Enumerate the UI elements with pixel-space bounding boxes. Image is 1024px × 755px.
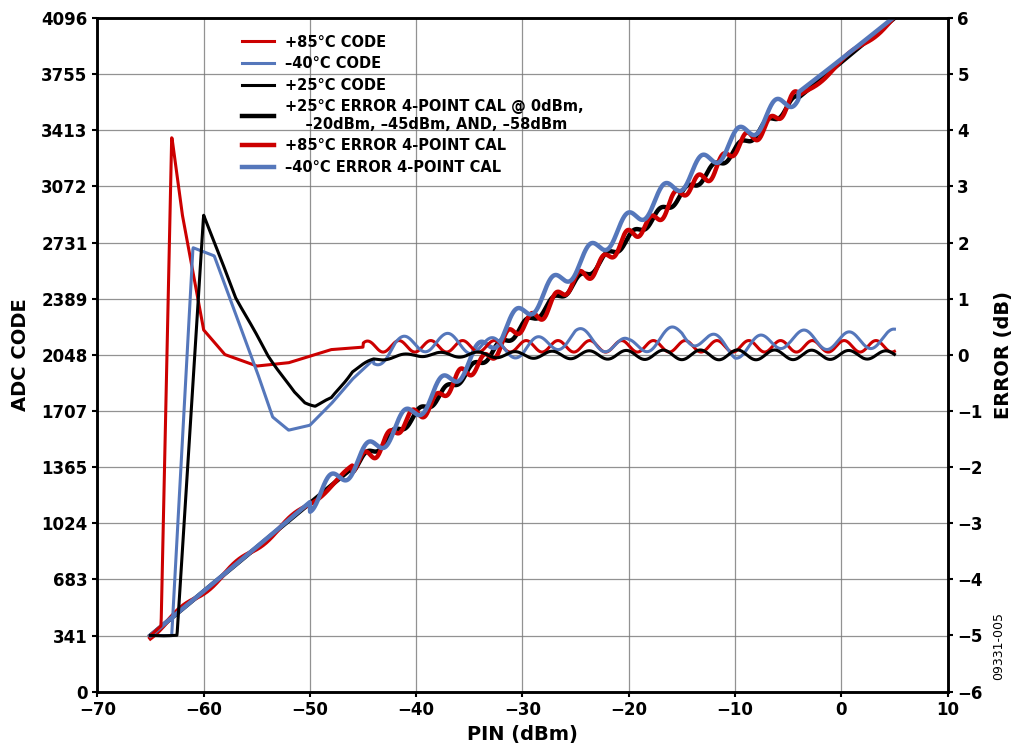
Y-axis label: ERROR (dB): ERROR (dB) [994, 291, 1013, 419]
Y-axis label: ADC CODE: ADC CODE [11, 298, 30, 411]
Legend: +85°C CODE, –40°C CODE, +25°C CODE, +25°C ERROR 4-POINT CAL @ 0dBm,
    –20dBm, : +85°C CODE, –40°C CODE, +25°C CODE, +25°… [237, 29, 589, 180]
X-axis label: PIN (dBm): PIN (dBm) [467, 725, 578, 744]
Text: 09331-005: 09331-005 [992, 612, 1006, 680]
